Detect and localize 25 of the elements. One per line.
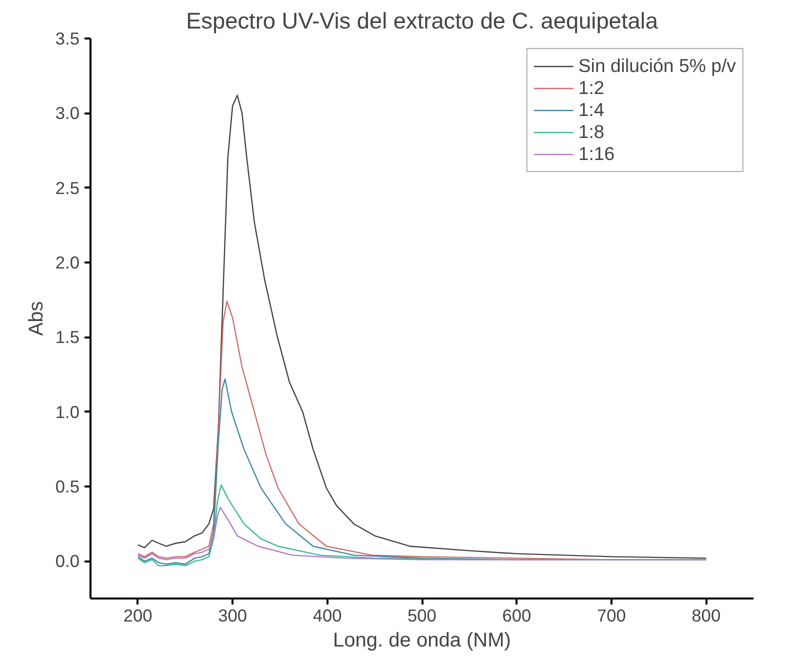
- legend-label: Sin dilución 5% p/v: [578, 55, 736, 77]
- x-tick-label: 300: [218, 606, 248, 626]
- y-tick-label: 0.5: [55, 476, 80, 496]
- line-series: [137, 506, 707, 560]
- legend-label: 1:2: [578, 77, 604, 99]
- x-tick-label: 500: [408, 606, 436, 626]
- y-tick-label: 3.0: [55, 103, 80, 124]
- y-tick-label: 3.5: [55, 28, 80, 48]
- legend-label: 1:8: [578, 121, 604, 143]
- x-tick-label: 700: [596, 606, 626, 626]
- y-tick-label: 2.0: [55, 252, 80, 272]
- x-tick-label: 400: [312, 606, 342, 626]
- x-tick-label: 200: [123, 606, 152, 626]
- x-tick-label: 600: [502, 606, 532, 626]
- chart-title: Espectro UV-Vis del extracto de C. aequipetala: [186, 8, 658, 34]
- line-series: [137, 94, 707, 559]
- x-axis-title: Long. de onda (NM): [333, 630, 511, 652]
- y-tick-label: 1.5: [55, 327, 80, 348]
- legend-label: 1:16: [578, 143, 615, 165]
- y-tick-label: 0.0: [55, 551, 80, 572]
- x-tick-label: 800: [692, 606, 721, 626]
- y-tick-label: 2.5: [55, 178, 80, 198]
- y-tick-label: 1.0: [55, 402, 80, 422]
- y-axis-title: Abs: [25, 301, 48, 336]
- legend-label: 1:4: [578, 99, 604, 121]
